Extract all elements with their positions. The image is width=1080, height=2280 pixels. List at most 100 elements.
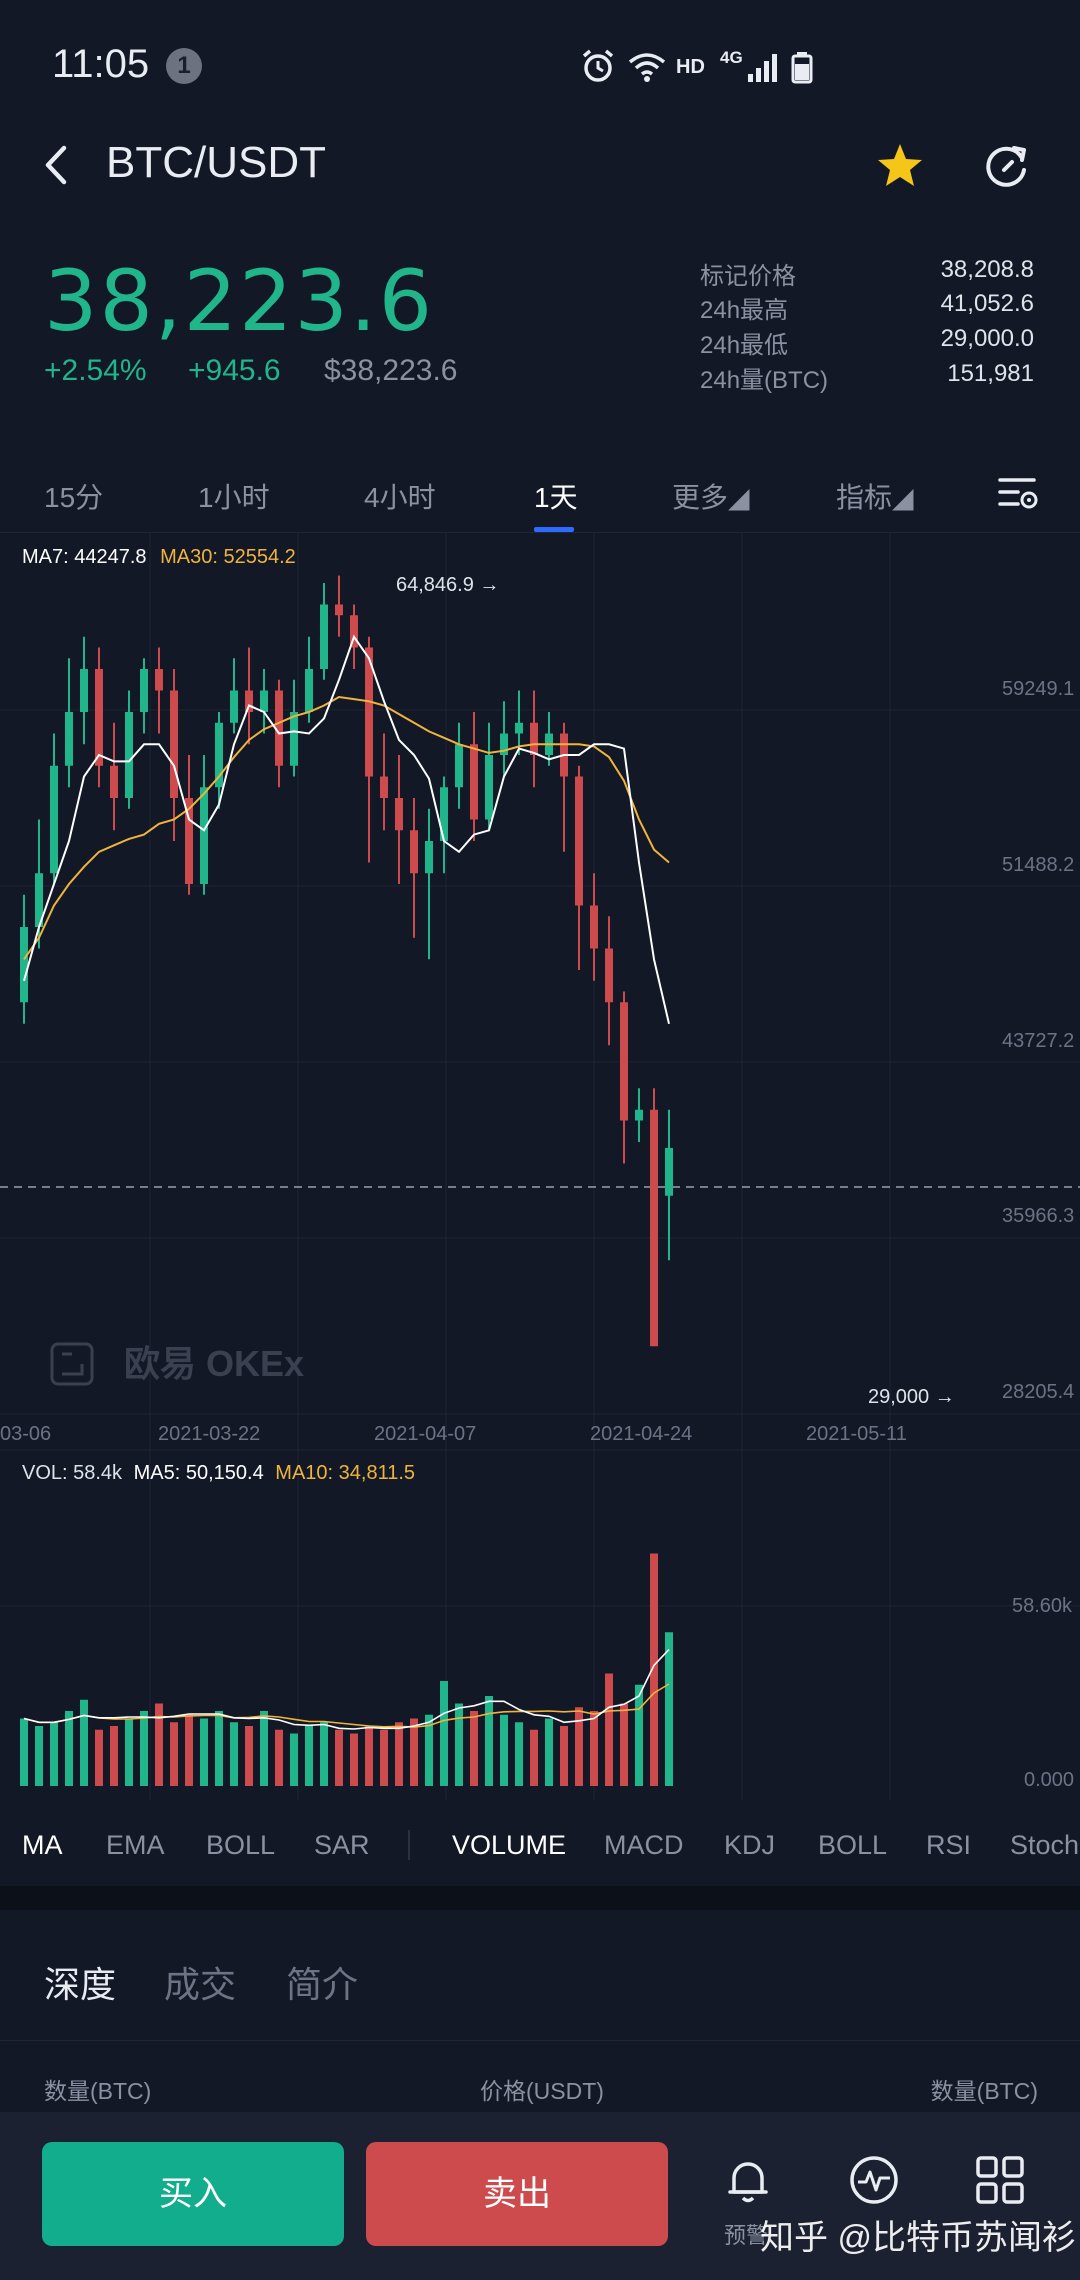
volume-bar: [110, 1726, 118, 1786]
stat-label-24h-high: 24h最高: [700, 297, 789, 324]
tab-1hour[interactable]: 1小时: [198, 482, 270, 513]
candle-body: [590, 905, 598, 949]
indicator-divider: [408, 1830, 410, 1860]
stat-label-mark-price: 标记价格: [700, 263, 796, 290]
candle-body: [395, 798, 403, 831]
candle-body: [20, 927, 28, 1003]
tab-4hour[interactable]: 4小时: [364, 482, 436, 513]
okex-logo: 欧易 OKEx: [50, 1342, 304, 1386]
ma7-line: [23, 634, 670, 1025]
volume-bar: [245, 1726, 253, 1786]
volume-bar: [515, 1722, 523, 1786]
volume-bar: [155, 1703, 163, 1786]
candle-body: [500, 733, 508, 755]
candle-body: [635, 1109, 643, 1121]
tab-depth[interactable]: 深度: [44, 1964, 117, 2005]
refresh-icon[interactable]: [978, 138, 1034, 194]
volume-bar: [530, 1729, 538, 1786]
volume-bar: [140, 1711, 148, 1786]
vol-ma10-line: [23, 1683, 670, 1728]
column-bid-amount: 数量(BTC): [44, 2078, 152, 2104]
candle-body: [215, 722, 223, 788]
last-price: 38,223.6: [44, 252, 435, 350]
indicator-ema[interactable]: EMA: [106, 1830, 165, 1860]
candle-body: [65, 712, 73, 766]
tab-more[interactable]: 更多◢: [672, 482, 750, 513]
chart-grid: [0, 532, 1080, 1800]
tab-indicators[interactable]: 指标◢: [836, 482, 914, 513]
alert-label[interactable]: 预警: [724, 2223, 769, 2248]
candle-body: [350, 615, 358, 648]
stat-value-24h-low: 29,000.0: [940, 325, 1034, 352]
tab-info[interactable]: 简介: [286, 1964, 359, 2005]
candle-body: [470, 744, 478, 820]
sell-button[interactable]: 卖出: [366, 2142, 668, 2246]
volume-bar: [95, 1729, 103, 1786]
candle-body: [575, 776, 583, 906]
battery-icon: [791, 52, 813, 84]
candle-body: [665, 1147, 673, 1196]
column-price: 价格(USDT): [480, 2078, 604, 2104]
indicator-boll[interactable]: BOLL: [206, 1830, 276, 1860]
candle-body: [110, 765, 118, 798]
change-absolute: +945.6: [188, 354, 281, 387]
volume-bar: [335, 1729, 343, 1786]
x-tick: 2021-05-11: [806, 1423, 907, 1445]
indicator-rsi[interactable]: RSI: [926, 1830, 972, 1860]
candle-body: [320, 604, 328, 669]
price-chart[interactable]: 59249.1 51488.2 43727.2 35966.3 28205.4 …: [0, 0, 1080, 1830]
star-icon[interactable]: [872, 138, 928, 194]
signal-icon: [748, 54, 777, 82]
candle-body: [530, 722, 538, 755]
zhihu-watermark: 知乎 @比特币苏闻衫: [760, 2219, 1076, 2257]
volume-bar: [170, 1722, 178, 1786]
volume-bar: [425, 1714, 433, 1786]
candle-body: [260, 690, 268, 712]
chart-settings-icon[interactable]: [996, 474, 1040, 514]
volume-bar: [485, 1696, 493, 1786]
indicator-macd[interactable]: MACD: [604, 1830, 684, 1860]
volume-bar: [650, 1553, 658, 1786]
volume-bar: [50, 1722, 58, 1786]
x-tick: 2021-04-07: [374, 1423, 476, 1445]
candle-body: [230, 690, 238, 723]
x-tick: 2021-03-22: [158, 1423, 260, 1445]
indicator-boll-sub[interactable]: BOLL: [818, 1830, 888, 1860]
change-percent: +2.54%: [44, 354, 147, 387]
candle-body: [605, 948, 613, 1003]
tab-1day[interactable]: 1天: [534, 482, 578, 513]
tab-trades[interactable]: 成交: [164, 1964, 237, 2005]
ma30-legend: MA30: 52554.2: [160, 546, 296, 568]
candles: [20, 575, 673, 1347]
vol-tick: 0.000: [1024, 1769, 1074, 1791]
tab-15min[interactable]: 15分: [44, 482, 104, 513]
status-time: 11:05: [52, 42, 150, 86]
stat-value-24h-high: 41,052.6: [940, 290, 1034, 317]
buy-button[interactable]: 买入: [42, 2142, 344, 2246]
pulse-icon[interactable]: [846, 2152, 902, 2208]
volume-bar: [320, 1722, 328, 1786]
candle-body: [440, 787, 448, 841]
vol-legend: VOL: 58.4k MA5: 50,150.4 MA10: 34,811.5: [22, 1462, 415, 1485]
indicator-sar[interactable]: SAR: [314, 1830, 370, 1860]
candle-body: [335, 604, 343, 616]
back-arrow-icon[interactable]: [34, 140, 78, 190]
volume-bar: [215, 1711, 223, 1786]
vol-tick: 58.60k: [1012, 1595, 1073, 1617]
ma-legend: MA7: 44247.8 MA30: 52554.2: [22, 546, 296, 569]
indicator-kdj[interactable]: KDJ: [724, 1830, 776, 1860]
bell-icon[interactable]: [720, 2152, 776, 2208]
candle-body: [410, 830, 418, 874]
grid-icon[interactable]: [972, 2152, 1028, 2208]
candle-body: [170, 690, 178, 798]
indicator-volume[interactable]: VOLUME: [452, 1830, 567, 1860]
indicator-ma[interactable]: MA: [22, 1830, 63, 1860]
pair-title[interactable]: BTC/USDT: [106, 138, 326, 187]
volume-bar: [395, 1722, 403, 1786]
y-tick: 43727.2: [1002, 1030, 1074, 1052]
volume-bar: [590, 1711, 598, 1786]
volume-bar: [545, 1718, 553, 1786]
stat-value-24h-volume: 151,981: [947, 360, 1034, 387]
vol-ma5-legend: MA5: 50,150.4: [133, 1462, 264, 1484]
indicator-stoch[interactable]: Stoch: [1010, 1830, 1080, 1860]
